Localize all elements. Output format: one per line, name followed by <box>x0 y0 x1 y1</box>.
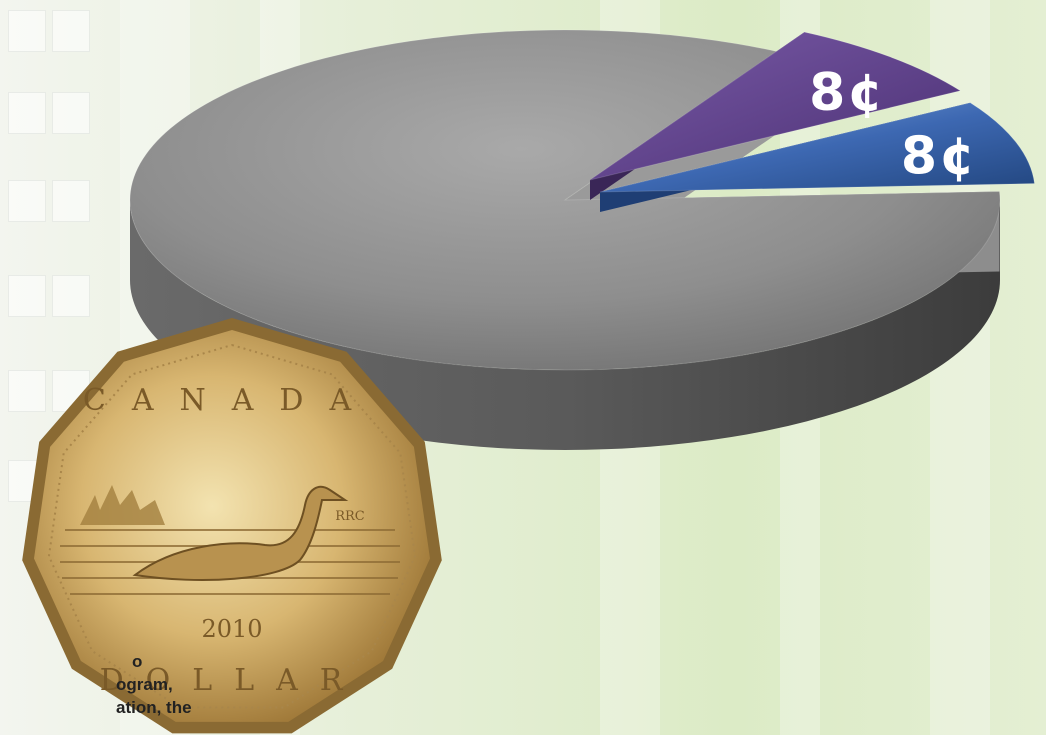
caption-line-2: ogram, <box>116 675 173 694</box>
pie-slice-1 <box>589 31 962 200</box>
slice-label-1: 8¢ <box>809 63 885 123</box>
pie-slice-top-2 <box>599 102 1036 193</box>
loonie-coin: CANADA RRC 2010 DOLLAR <box>22 318 442 734</box>
body-text-fragment: o ogram, ation, the <box>96 650 216 719</box>
pie-slice-top-0 <box>129 29 1001 371</box>
pie-slice-top-1 <box>589 31 962 181</box>
coin-year: 2010 <box>201 615 262 643</box>
caption-line-1: o <box>132 652 143 671</box>
slice-label-2: 8¢ <box>901 127 977 187</box>
caption-line-3: ation, the <box>116 698 192 717</box>
coin-mint-mark: RRC <box>335 509 365 524</box>
background-grid <box>0 0 130 735</box>
coin-denomination: DOLLAR <box>100 663 365 698</box>
pie-slice-2 <box>599 102 1036 212</box>
coin-country: CANADA <box>83 383 377 418</box>
